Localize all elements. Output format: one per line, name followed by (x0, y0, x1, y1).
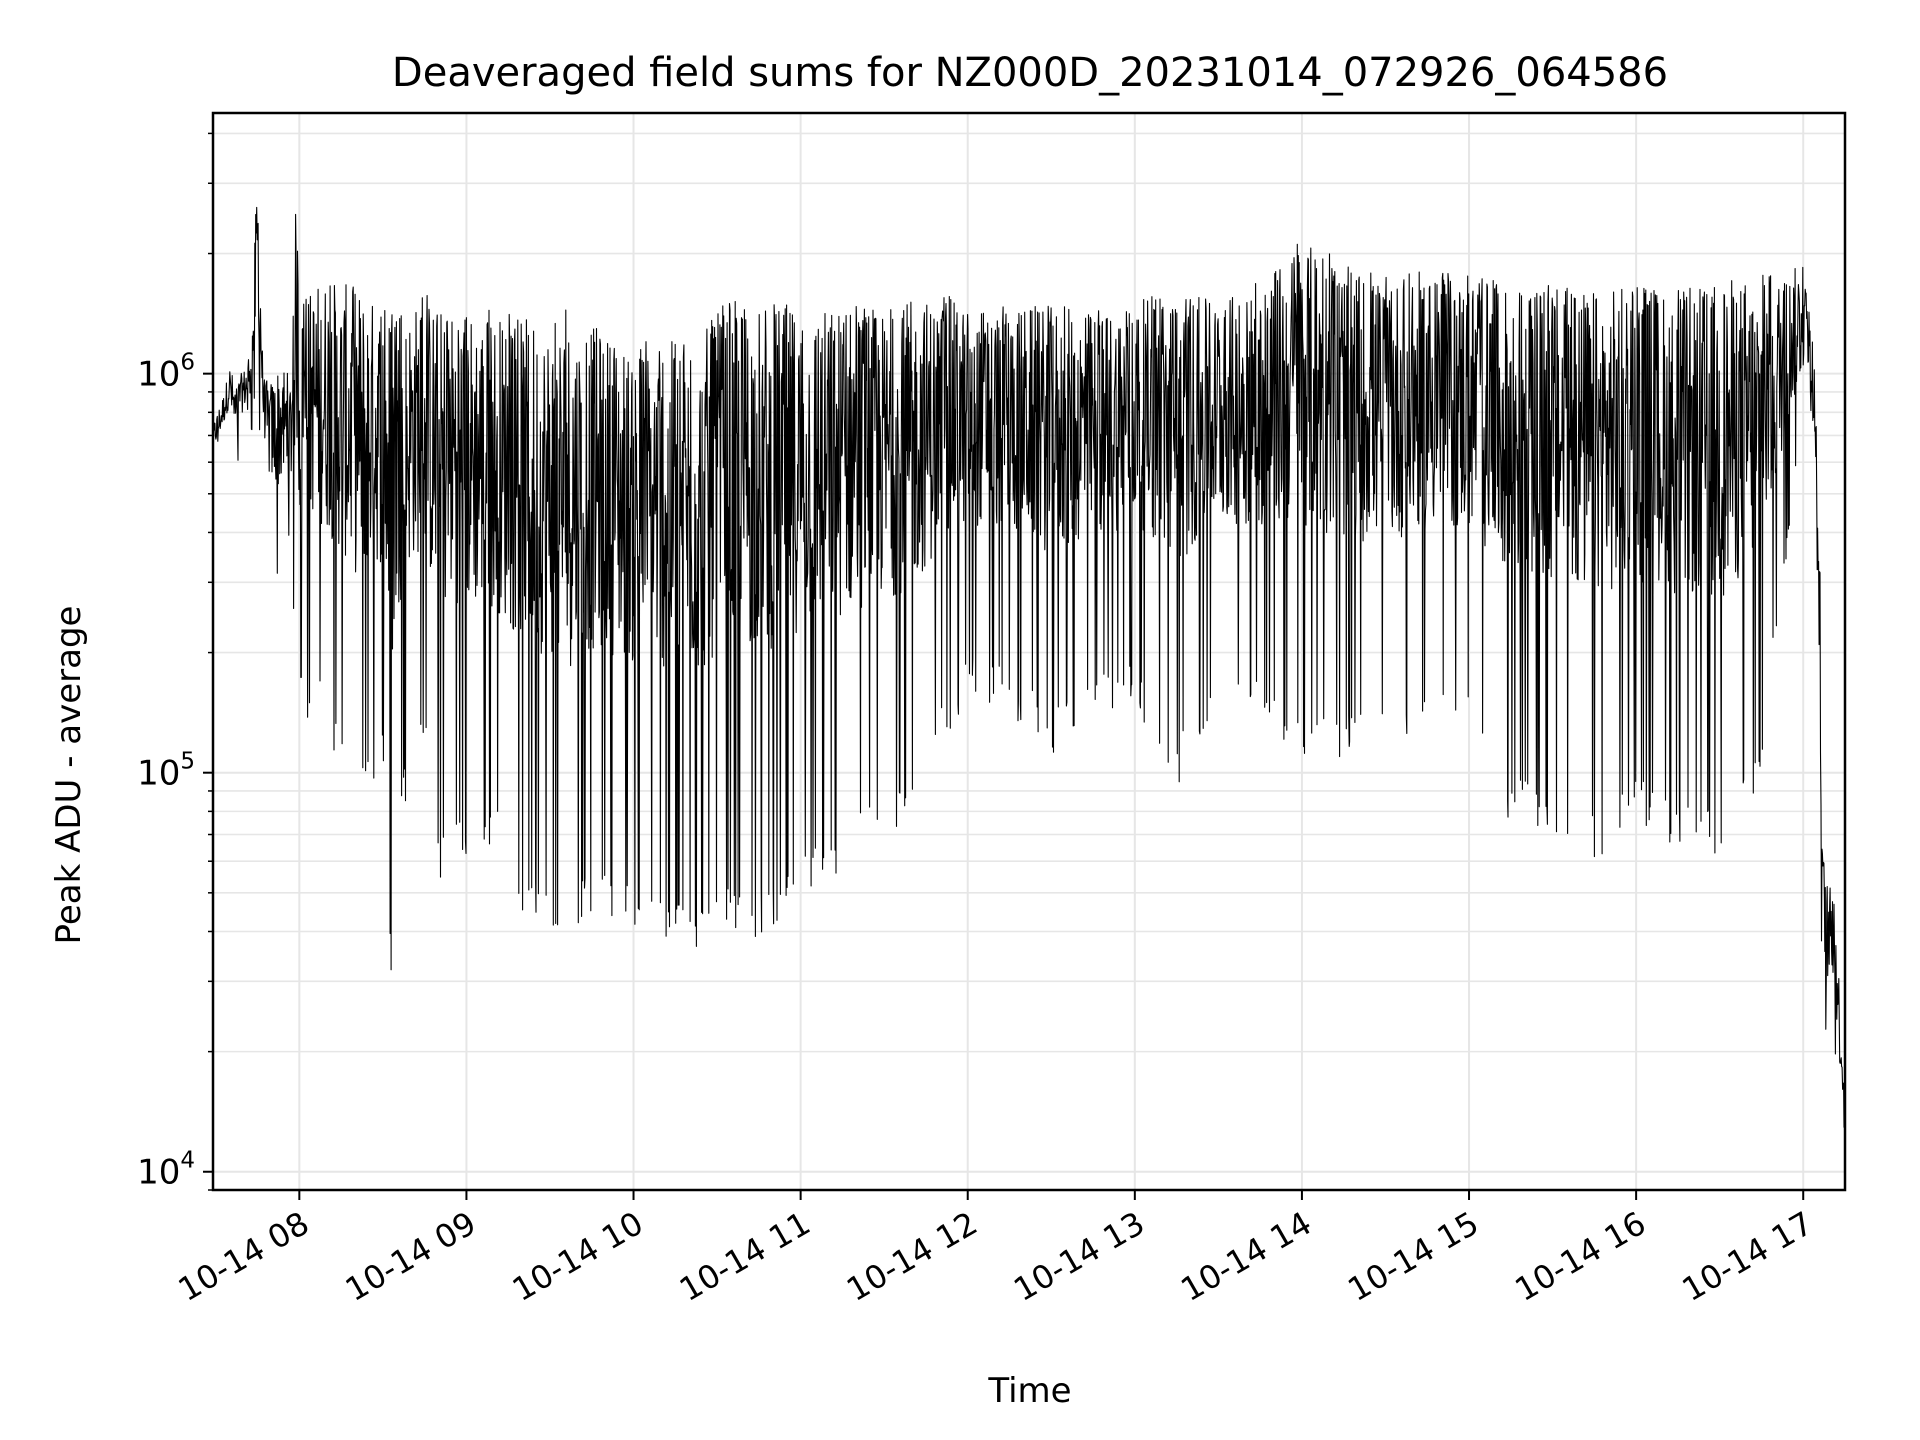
y-axis: 104 105 106 (137, 132, 213, 1193)
plot-area (212, 206, 1846, 1128)
y-axis-label: Peak ADU - average (49, 606, 89, 945)
chart-title: Deaveraged field sums for NZ000D_2023101… (392, 50, 1668, 96)
y-tick-label: 105 (137, 749, 195, 794)
y-tick-label: 106 (137, 350, 195, 395)
x-axis-label: Time (987, 1371, 1071, 1411)
data-series-line (212, 206, 1846, 1128)
axes-frame (211, 111, 1847, 1192)
y-tick-label: 104 (137, 1148, 195, 1193)
